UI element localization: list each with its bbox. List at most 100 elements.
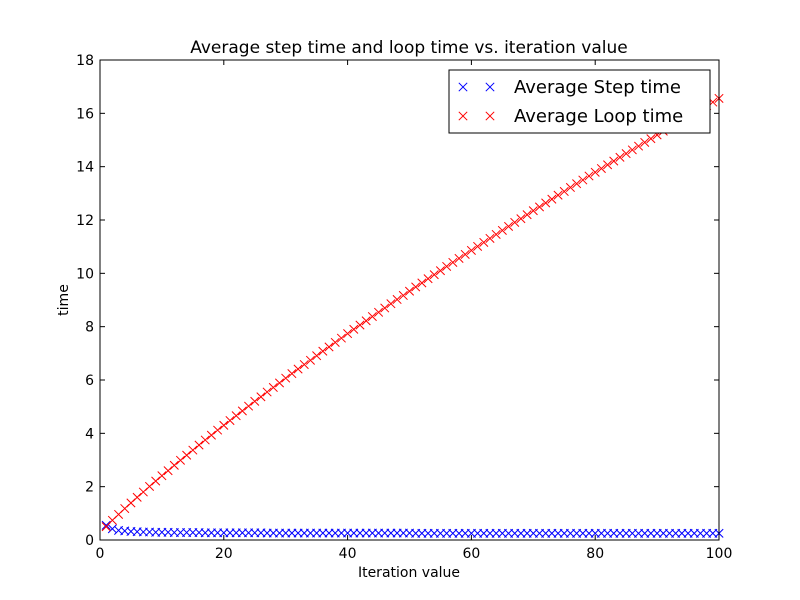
x-tick-label: 80 [586,546,604,562]
data-point [336,333,346,343]
data-point [417,278,427,288]
data-point [349,324,359,334]
legend-box [448,69,711,134]
data-point [206,430,216,440]
data-point [305,355,316,365]
data-point [609,156,619,166]
data-point [386,299,396,309]
data-point [534,202,545,212]
chart-title: Average step time and loop time vs. iter… [190,38,628,58]
data-point [460,249,470,259]
data-point [361,316,371,326]
data-point [213,425,223,435]
y-tick-label: 12 [76,213,94,229]
data-point [274,378,285,388]
y-tick-label: 0 [85,533,94,549]
y-tick-label: 6 [85,373,94,389]
data-point [541,198,551,208]
data-point [466,245,476,255]
data-point [516,214,526,224]
y-tick-label: 2 [85,480,94,496]
data-point [578,175,588,185]
y-axis-label: time [56,284,72,316]
x-tick-label: 20 [215,546,233,562]
data-point [293,364,303,374]
data-point [101,520,111,530]
data-point [262,387,272,397]
legend-label: Average Loop time [514,106,683,127]
data-point [373,307,384,317]
data-point [188,445,198,455]
data-point [355,320,365,330]
legend-marker [485,111,495,121]
data-point [225,415,235,426]
data-point [132,492,142,502]
data-point [633,141,644,151]
data-point [559,186,569,197]
data-point [627,145,637,155]
plot-frame [99,59,720,541]
data-point [547,194,557,204]
data-point [398,290,408,301]
x-tick-label: 0 [96,546,105,562]
data-point [256,392,266,402]
y-tick-label: 8 [85,320,94,336]
data-point [107,524,117,534]
data-point [584,171,594,181]
legend-marker [485,82,495,92]
y-tick-label: 4 [85,426,94,442]
x-axis-label: Iteration value [358,565,460,581]
data-point [640,137,650,147]
data-point [510,217,520,227]
data-point [528,206,538,216]
data-point [565,182,575,193]
data-point [312,351,322,361]
plot-area [101,93,724,538]
data-point [522,210,532,220]
data-point [442,261,452,271]
data-point [485,233,495,243]
series-0 [101,520,724,538]
data-point [435,266,446,276]
data-point [429,270,439,280]
data-point [169,460,179,470]
data-point [157,471,167,481]
x-tick-label: 40 [339,546,357,562]
data-point [175,455,186,465]
data-point [219,420,229,430]
data-point [497,225,507,235]
data-point [200,435,210,445]
data-point [250,396,260,406]
data-point [454,253,464,263]
data-point [237,406,247,416]
series-1 [101,93,724,532]
y-tick-label: 18 [76,53,94,69]
data-point [423,274,433,284]
data-point [553,190,563,200]
data-point [448,257,458,267]
data-point [330,337,340,347]
data-point [299,359,309,370]
data-point [621,149,631,159]
legend-label: Average Step time [514,77,681,98]
x-tick-label: 100 [706,546,733,562]
data-point [324,342,334,352]
x-tick-label: 60 [462,546,480,562]
data-point [281,373,291,383]
data-point [473,241,483,251]
data-point [343,329,353,339]
y-tick-label: 10 [76,266,94,282]
data-point [194,440,204,450]
data-point [503,221,514,231]
data-point [144,481,155,491]
data-point [380,303,390,313]
data-point [404,286,415,296]
data-point [318,346,328,356]
data-point [572,179,582,189]
legend-marker [458,82,468,92]
data-point [392,294,402,305]
data-point [479,237,489,247]
data-point [590,167,600,177]
y-tick-label: 14 [76,160,94,176]
